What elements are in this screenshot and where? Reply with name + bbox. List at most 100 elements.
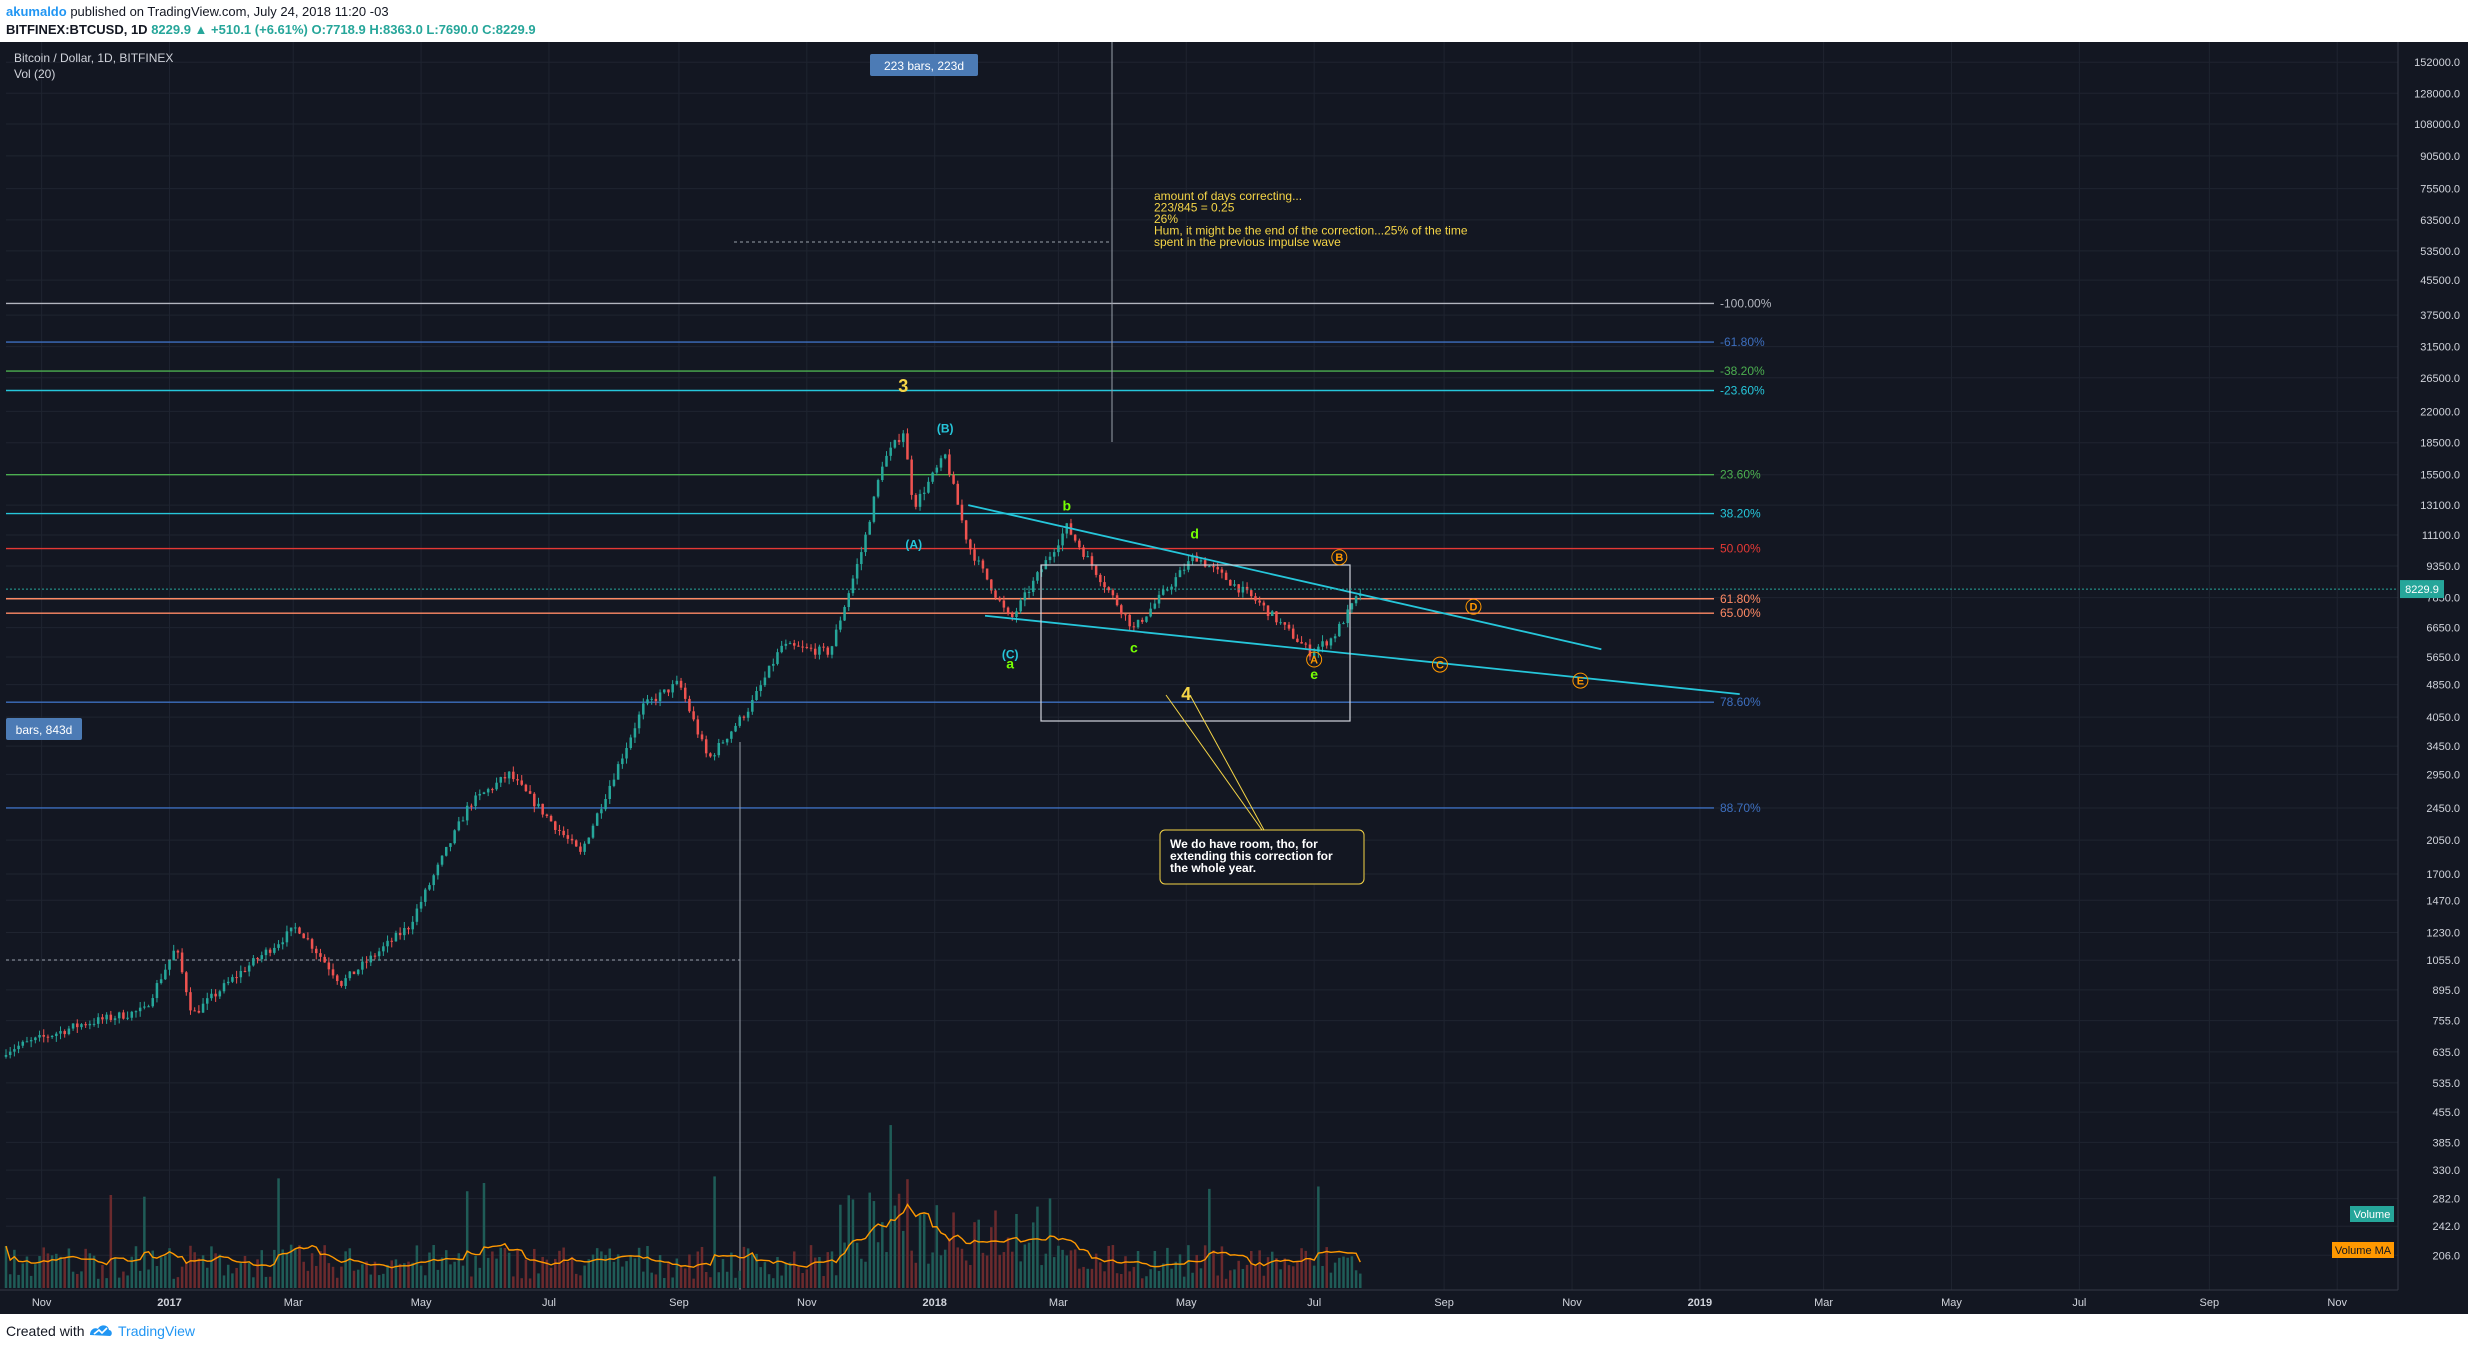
candle-body [231,977,234,982]
volume-bar [520,1278,523,1288]
candle-body [776,652,779,664]
time-tick-label: Nov [1562,1297,1582,1309]
candle-body [457,821,461,831]
volume-bar [1057,1245,1060,1288]
callout-pointer-right [1189,694,1265,831]
volume-bar [499,1247,503,1288]
volume-bar [1019,1261,1022,1288]
volume-bar [566,1261,570,1288]
candle-body [969,539,972,550]
legend-volume-indicator: Vol (20) [14,67,55,81]
volume-bar [1157,1270,1161,1288]
volume-bar [1140,1278,1144,1288]
volume-bar [713,1176,716,1288]
volume-bar [683,1268,687,1288]
candle-body [499,777,503,783]
volume-bar [675,1258,679,1288]
wave-label: (B) [937,421,954,435]
candle-body [1023,592,1027,601]
candle-body [1321,641,1324,647]
note-line: the whole year. [1170,861,1256,875]
candle-body [792,643,796,646]
candle-body [168,960,171,970]
publication-line: akumaldo published on TradingView.com, J… [6,4,389,19]
candle-body [1342,623,1345,625]
time-tick-label: May [1176,1297,1197,1309]
fib-level-label: 23.60% [1720,468,1761,482]
candle-body [13,1049,16,1052]
candle-body [1296,638,1299,642]
note-line: Hum, it might be the end of the correcti… [1154,224,1468,238]
candle-body [470,805,473,807]
price-chart[interactable]: -100.00% -61.80% -38.20% -23.60% 23.60% 38.20… [0,42,2468,1314]
volume-bar [742,1246,746,1288]
candle-body [751,700,754,712]
candle-body [403,928,406,936]
volume-bar [516,1249,519,1288]
candle-body [474,795,477,807]
candle-body [1040,569,1043,573]
candle-body [260,955,264,960]
candle-body [533,793,536,807]
price-axis[interactable]: 206.0 242.0 282.0 330.0 385.0 455.0 535.0 635.0… [6,42,2468,1314]
volume-bar [721,1258,725,1288]
volume-bar [881,1222,884,1288]
time-tick-label: Mar [1049,1297,1068,1309]
volume-bar [1111,1245,1115,1288]
fib-level-label: -61.80% [1720,335,1765,349]
candle-body [679,680,683,688]
candle-body [1229,579,1232,586]
volume-bar [1115,1273,1119,1288]
volume-bar [688,1254,691,1288]
candle-body [34,1037,37,1041]
candle-body [50,1035,54,1038]
volume-bar [1187,1245,1190,1288]
candle-body [1300,641,1303,644]
volume-bar [927,1263,930,1288]
chart-area[interactable]: -100.00% -61.80% -38.20% -23.60% 23.60% 38.20… [0,42,2468,1314]
tradingview-brand-link[interactable]: TradingView [118,1323,196,1339]
author-link[interactable]: akumaldo [6,4,67,19]
candle-body [663,689,666,693]
price-tick-label: 45500.0 [2420,275,2460,287]
volume-bar [1241,1268,1245,1288]
candle-body [570,838,574,841]
tradingview-logo-icon[interactable] [88,1321,114,1339]
volume-bar [591,1254,595,1288]
price-tick-label: 11100.0 [2422,530,2460,542]
volume-bar [281,1249,284,1288]
price-tick-label: 13100.0 [2420,500,2460,512]
time-axis[interactable]: Nov 2017 Mar May Jul Sep Nov 2018 Mar May Jul Sep No… [0,1289,2398,1309]
chart-legend: Bitcoin / Dollar, 1D, BITFINEX Vol (20) [14,51,173,81]
candle-body [453,830,456,844]
candle-body [512,771,515,780]
candle-body [847,593,851,608]
volume-bar [792,1251,796,1288]
volume-bar [922,1214,926,1288]
volume-bar [964,1260,968,1288]
price-tick-label: 895.0 [2432,985,2460,997]
candle-body [436,864,440,876]
volume-bar [138,1270,142,1288]
candle-body [55,1033,58,1036]
volume-bar [897,1193,901,1288]
volume-bar [193,1252,196,1288]
candle-body [1120,605,1123,615]
candle-body [860,552,863,565]
candle-body [105,1014,108,1020]
wave-label: c [1130,639,1138,655]
volume-bar [1254,1265,1257,1288]
candle-body [595,813,599,826]
volume-bar [943,1249,947,1288]
candle-body [746,711,750,718]
volume-bar [55,1253,58,1288]
volume-bar [1103,1271,1106,1288]
volume-bar [579,1275,582,1288]
time-tick-label: May [411,1297,432,1309]
wave-label: a [1006,656,1014,672]
candle-body [1338,623,1341,637]
volume-ma-label-bg [2332,1242,2394,1258]
candle-body [922,492,926,494]
volume-bar [1350,1256,1354,1288]
candle-body [541,803,544,815]
